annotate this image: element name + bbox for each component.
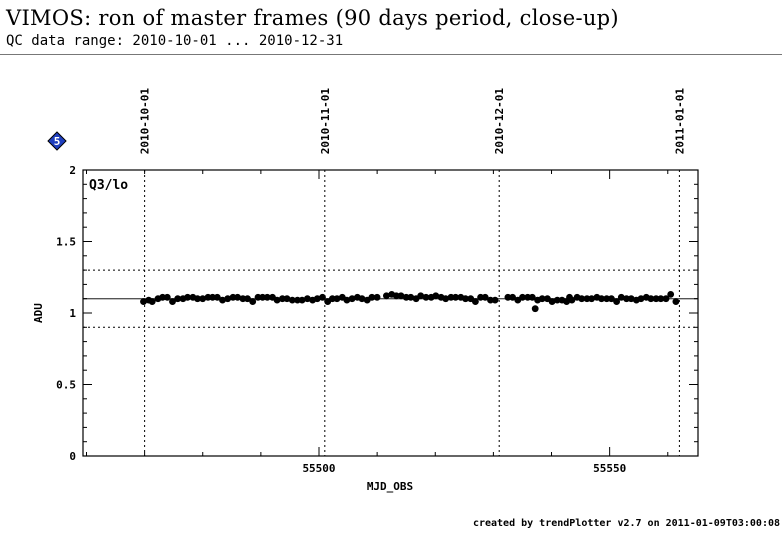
date-marker-label: 2010-10-01 (139, 88, 152, 155)
data-point (481, 293, 489, 301)
data-point (159, 293, 167, 301)
x-tick-label: 55550 (593, 462, 626, 475)
panel-label: Q3/lo (89, 178, 128, 193)
data-point (259, 293, 266, 301)
data-point (637, 295, 645, 303)
data-point (667, 291, 675, 298)
data-point (213, 293, 221, 301)
date-marker-label: 2010-11-01 (319, 88, 332, 155)
data-point (491, 296, 499, 304)
data-point (219, 296, 226, 304)
data-point (313, 295, 321, 303)
data-point (627, 295, 635, 303)
data-point (288, 296, 296, 304)
data-point (234, 293, 242, 301)
data-point (373, 293, 381, 301)
y-tick-label: 0 (69, 450, 76, 463)
data-point (417, 292, 425, 300)
data-point (528, 293, 536, 301)
data-point (407, 293, 415, 301)
data-point (209, 293, 217, 301)
data-point (348, 295, 356, 303)
data-point (504, 293, 512, 301)
data-point (538, 295, 546, 303)
data-point (422, 293, 430, 301)
data-point (319, 293, 326, 301)
data-point (298, 296, 306, 304)
data-point (283, 295, 291, 303)
data-point (647, 295, 655, 303)
data-point (184, 293, 192, 301)
plot-frame (82, 169, 699, 457)
data-point (553, 296, 561, 304)
data-point (148, 298, 156, 305)
header-divider (0, 54, 782, 55)
data-point (672, 298, 680, 305)
data-point (174, 295, 182, 303)
data-point (304, 295, 311, 303)
data-point (657, 295, 665, 303)
data-point (578, 295, 586, 303)
x-axis-label: MJD_OBS (367, 480, 413, 493)
data-point (442, 295, 450, 303)
data-point (617, 293, 625, 301)
chart-title: VIMOS: ron of master frames (90 days per… (6, 6, 619, 30)
x-tick-label: 55500 (302, 462, 335, 475)
data-point (452, 293, 459, 301)
data-point (169, 298, 176, 305)
data-point (588, 295, 595, 303)
data-point (397, 292, 405, 300)
date-marker-label: 2011-01-01 (673, 88, 686, 155)
y-tick-label: 1.5 (56, 236, 76, 249)
data-point (224, 295, 232, 303)
data-point (432, 292, 440, 300)
date-marker-label: 2010-12-01 (493, 88, 506, 155)
footer-credit: created by trendPlotter v2.7 on 2011-01-… (472, 518, 780, 529)
data-point (462, 295, 469, 303)
data-point (652, 295, 660, 303)
data-point (472, 298, 479, 305)
data-point (249, 298, 257, 305)
data-point (273, 296, 281, 304)
badge-label: 5 (54, 135, 61, 148)
data-point (140, 298, 147, 305)
data-point (509, 293, 516, 301)
data-point (568, 296, 576, 304)
data-point (392, 292, 400, 300)
data-point (598, 295, 605, 303)
data-point (603, 295, 611, 303)
data-point (244, 295, 251, 303)
data-point (199, 295, 207, 303)
data-point (531, 305, 539, 313)
y-tick-label: 1 (69, 307, 76, 320)
badge-diamond (47, 131, 67, 151)
data-point (368, 293, 376, 301)
data-point (613, 298, 620, 305)
y-tick-label: 2 (69, 164, 76, 177)
data-point (548, 298, 556, 305)
y-tick-label: 0.5 (56, 379, 76, 392)
data-point (343, 296, 351, 304)
data-point (358, 295, 366, 303)
data-point (623, 295, 630, 303)
data-point (383, 292, 390, 300)
y-axis-label: ADU (32, 303, 45, 323)
data-point (333, 295, 341, 303)
data-point (662, 295, 670, 303)
data-point (163, 293, 171, 301)
badge-5-icon[interactable]: 5 (47, 131, 67, 151)
data-point (519, 293, 526, 301)
data-point (608, 295, 615, 303)
data-range-subtitle: QC data range: 2010-10-01 ... 2010-12-31 (6, 33, 344, 49)
data-point (263, 293, 271, 301)
data-point (194, 295, 201, 303)
